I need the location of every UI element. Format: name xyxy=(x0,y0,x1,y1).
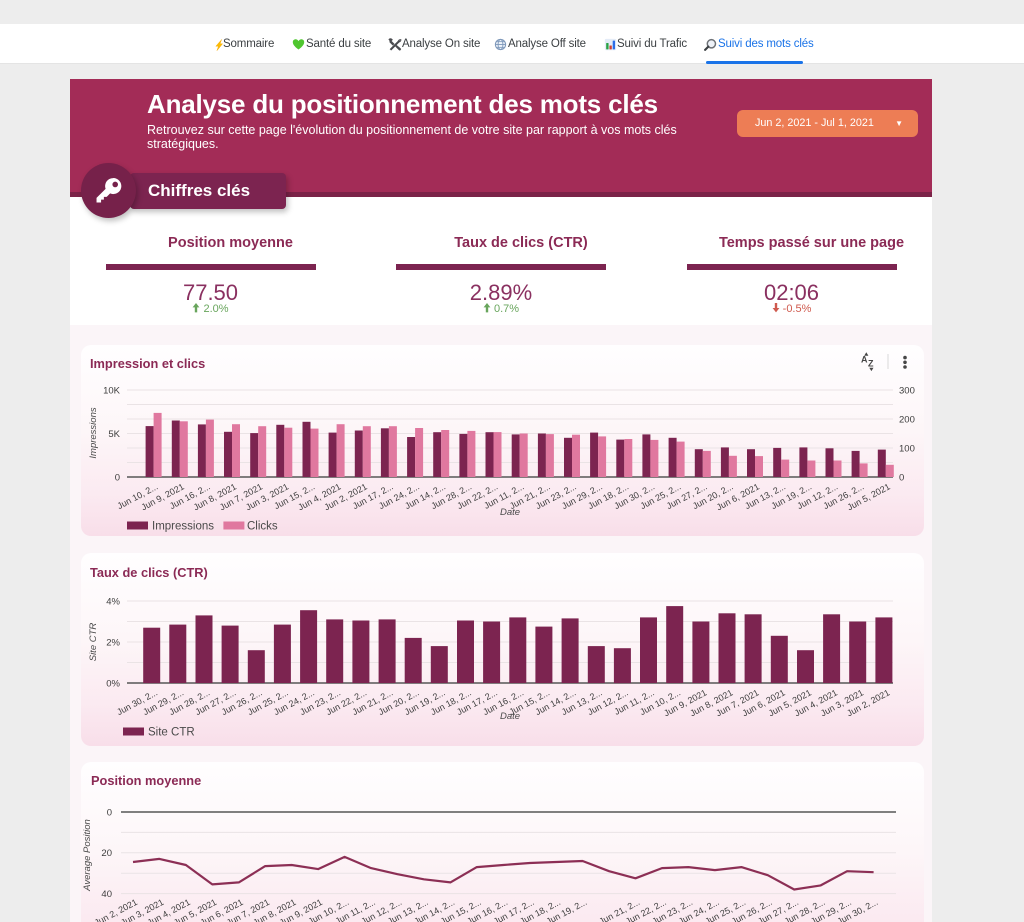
svg-text:0: 0 xyxy=(899,472,904,483)
svg-text:Impression et clics: Impression et clics xyxy=(90,356,205,371)
svg-text:5K: 5K xyxy=(108,429,120,440)
svg-text:0%: 0% xyxy=(106,678,120,689)
svg-text:40: 40 xyxy=(101,889,112,900)
svg-text:2%: 2% xyxy=(106,637,120,648)
svg-text:100: 100 xyxy=(899,443,915,454)
svg-text:300: 300 xyxy=(899,385,915,396)
svg-text:Position moyenne: Position moyenne xyxy=(91,773,201,788)
svg-text:200: 200 xyxy=(899,414,915,425)
svg-text:Site CTR: Site CTR xyxy=(88,623,99,662)
svg-text:Average Position: Average Position xyxy=(82,819,93,892)
svg-text:Z: Z xyxy=(868,359,874,369)
svg-text:Taux de clics (CTR): Taux de clics (CTR) xyxy=(90,565,208,580)
svg-text:4%: 4% xyxy=(106,596,120,607)
svg-text:Date: Date xyxy=(500,711,520,722)
svg-text:Site CTR: Site CTR xyxy=(148,727,195,739)
svg-text:Impressions: Impressions xyxy=(88,407,99,458)
svg-text:Impressions: Impressions xyxy=(152,521,214,533)
svg-text:0: 0 xyxy=(107,807,112,818)
svg-text:10K: 10K xyxy=(103,385,121,396)
svg-text:Clicks: Clicks xyxy=(247,521,278,533)
svg-text:Date: Date xyxy=(500,507,520,518)
svg-text:20: 20 xyxy=(101,848,112,859)
svg-text:A: A xyxy=(861,355,868,365)
svg-text:0: 0 xyxy=(115,472,120,483)
